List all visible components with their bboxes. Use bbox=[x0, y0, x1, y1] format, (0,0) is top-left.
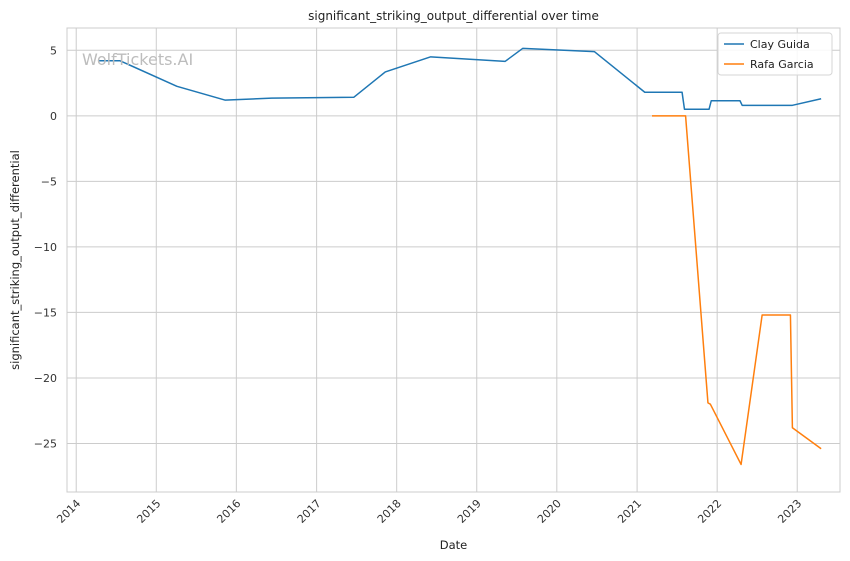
y-tick-label: −20 bbox=[34, 372, 57, 385]
y-axis-label: significant_striking_output_differential bbox=[8, 150, 22, 370]
x-tick-label: 2021 bbox=[615, 497, 644, 526]
y-tick-label: 0 bbox=[50, 110, 57, 123]
plot-frame bbox=[66, 27, 841, 493]
x-tick-label: 2020 bbox=[535, 497, 564, 526]
legend-label: Clay Guida bbox=[750, 38, 810, 51]
legend-box bbox=[717, 32, 833, 76]
x-axis: 2014 2015 2016 2017 2018 2019 2020 2021 2022 2023 bbox=[54, 497, 804, 526]
y-tick-label: 5 bbox=[50, 44, 57, 57]
x-tick-label: 2019 bbox=[455, 497, 484, 526]
y-tick-label: −15 bbox=[34, 306, 57, 319]
x-tick-label: 2018 bbox=[375, 497, 404, 526]
x-tick-label: 2022 bbox=[695, 497, 724, 526]
series-line bbox=[99, 47, 822, 111]
series-line bbox=[652, 115, 822, 466]
x-axis-label: Date bbox=[440, 538, 468, 552]
x-tick-label: 2023 bbox=[775, 497, 804, 526]
grid-layer bbox=[67, 28, 840, 492]
x-tick-label: 2014 bbox=[54, 497, 83, 526]
y-axis: 5 0 −5 −10 −15 −20 −25 bbox=[34, 44, 57, 450]
x-tick-label: 2017 bbox=[295, 497, 324, 526]
legend-label: Rafa Garcia bbox=[750, 58, 814, 71]
y-tick-label: −25 bbox=[34, 438, 57, 451]
x-tick-label: 2015 bbox=[134, 497, 163, 526]
y-tick-label: −10 bbox=[34, 241, 57, 254]
y-tick-label: −5 bbox=[41, 175, 57, 188]
legend: Clay Guida Rafa Garcia bbox=[717, 32, 833, 76]
x-tick-label: 2016 bbox=[214, 497, 243, 526]
chart-title: significant_striking_output_differential… bbox=[308, 9, 599, 23]
watermark-text: WolfTickets.AI bbox=[82, 50, 193, 69]
series-layer bbox=[99, 47, 822, 466]
